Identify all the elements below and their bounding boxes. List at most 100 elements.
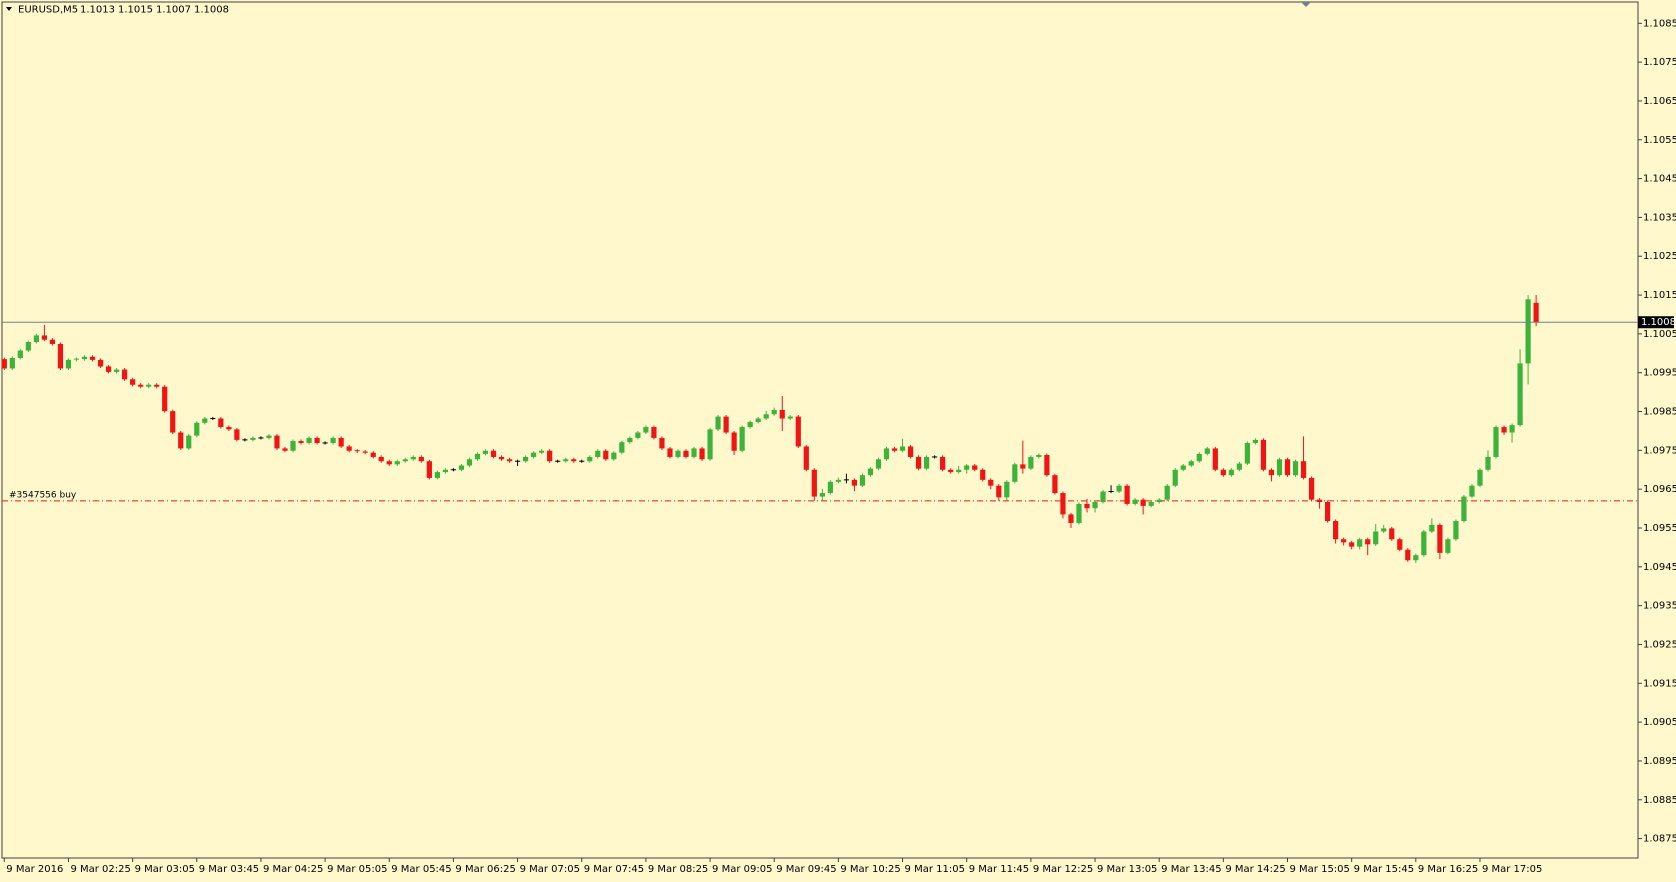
x-tick-label: 9 Mar 17:05	[1482, 864, 1542, 875]
y-tick-label: 1.1075	[1643, 57, 1676, 68]
candle-body	[1092, 501, 1098, 509]
y-tick-label: 1.0935	[1643, 601, 1676, 612]
x-tick-label: 9 Mar 04:25	[263, 864, 323, 875]
plot-border	[1, 1, 1639, 859]
candle-body	[988, 479, 994, 486]
candle-body	[547, 450, 553, 462]
candle-body	[506, 459, 513, 462]
x-tick-label: 9 Mar 12:25	[1033, 864, 1093, 875]
x-tick-label: 9 Mar 15:05	[1290, 864, 1350, 875]
candle-body	[146, 384, 152, 387]
candle-body	[1260, 439, 1267, 470]
x-tick-label: 9 Mar 07:45	[584, 864, 644, 875]
candle-body	[707, 429, 713, 460]
candle-body	[1333, 521, 1339, 540]
x-tick-label: 9 Mar 15:45	[1354, 864, 1414, 875]
candle-body	[113, 369, 120, 372]
candle-body	[1365, 539, 1371, 545]
candle-body	[1533, 302, 1539, 323]
candle-body	[787, 416, 793, 419]
candle-body	[1453, 521, 1459, 540]
candle-body	[1469, 485, 1475, 497]
candle-body	[410, 456, 416, 460]
candle-body	[1188, 461, 1194, 466]
candle-body	[627, 437, 633, 443]
candle-body	[194, 422, 200, 436]
candle-body	[1373, 531, 1379, 545]
candle-body	[835, 479, 841, 482]
y-tick-label: 1.0965	[1643, 484, 1676, 495]
candle-body	[1204, 448, 1210, 454]
candle-body	[891, 448, 898, 451]
candle-body	[290, 441, 296, 451]
candle-body	[186, 435, 192, 449]
candle-body	[875, 459, 882, 469]
candle-body	[851, 479, 858, 486]
candle-body	[643, 427, 649, 433]
candle-body	[458, 465, 465, 470]
candle-body	[1132, 499, 1138, 504]
x-tick-label: 9 Mar 11:45	[969, 864, 1029, 875]
candle-body	[595, 450, 601, 457]
candle-body	[915, 456, 922, 469]
candle-body	[1381, 528, 1387, 532]
y-tick-label: 1.0945	[1643, 562, 1676, 573]
candle-body	[924, 456, 930, 469]
candle-body	[819, 493, 825, 497]
candle-body	[539, 450, 545, 453]
y-tick-label: 1.0925	[1643, 639, 1676, 650]
candle-body	[651, 427, 657, 438]
candle-body	[1228, 469, 1234, 476]
candle-body	[803, 446, 809, 470]
candle-body	[859, 475, 866, 486]
candle-body	[715, 416, 721, 430]
candle-body	[1220, 469, 1226, 476]
candle-body	[1044, 455, 1050, 476]
candle-body	[883, 448, 890, 460]
candle-body	[49, 339, 56, 344]
candle-body	[948, 469, 954, 473]
candle-body	[1477, 469, 1483, 486]
candle-body	[763, 414, 769, 419]
candle-body	[972, 465, 978, 470]
x-tick-label: 9 Mar 06:25	[455, 864, 515, 875]
x-tick-label: 9 Mar 13:05	[1097, 864, 1157, 875]
candle-body	[731, 432, 737, 451]
candle-body	[1100, 491, 1106, 502]
candle-body	[1252, 439, 1259, 443]
candle-body	[1020, 464, 1026, 469]
candle-body	[1501, 427, 1507, 433]
chart-shift-marker[interactable]	[1301, 2, 1311, 7]
candle-body	[907, 446, 914, 457]
candle-body	[138, 384, 144, 387]
candle-body	[980, 469, 986, 480]
candle-body	[964, 465, 970, 470]
candle-body	[1036, 455, 1042, 457]
candle-body	[338, 437, 344, 447]
candle-body	[1413, 555, 1419, 561]
x-tick-label: 9 Mar 2016	[6, 864, 63, 875]
candle-body	[1461, 496, 1467, 522]
candle-body	[1052, 475, 1058, 494]
candle-body	[1116, 485, 1122, 492]
candle-body	[1124, 485, 1130, 504]
candle-body	[811, 469, 817, 497]
y-tick-label: 1.0875	[1643, 834, 1676, 845]
candle-body	[1357, 539, 1363, 547]
candle-body	[482, 450, 489, 454]
candle-body	[1341, 539, 1347, 543]
candle-body	[274, 435, 280, 449]
candle-body	[683, 450, 689, 457]
candle-body	[523, 456, 529, 462]
current-price-label: 1.1008	[1641, 317, 1676, 328]
candle-body	[1349, 542, 1355, 547]
candle-body	[867, 468, 874, 476]
header-close: 1.1008	[194, 5, 229, 16]
candle-body	[65, 359, 72, 369]
candle-body	[1148, 501, 1154, 506]
symbol-menu-arrow[interactable]	[6, 7, 12, 11]
candle-body	[1316, 499, 1323, 502]
candle-body	[1196, 453, 1202, 462]
candle-body	[1084, 503, 1090, 509]
